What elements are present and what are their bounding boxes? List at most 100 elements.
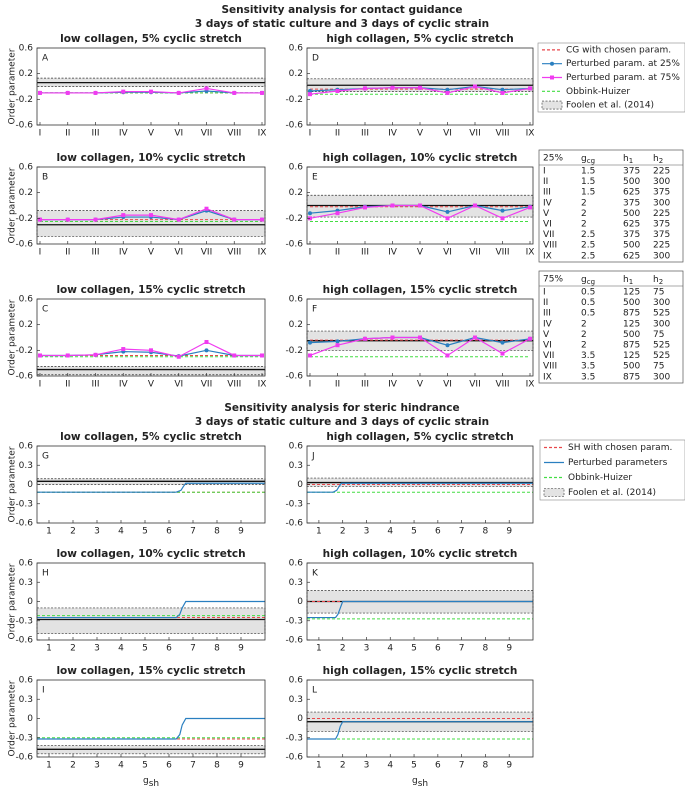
series-marker <box>232 217 237 222</box>
series-marker <box>473 84 477 89</box>
x-tick-label: II <box>335 248 340 258</box>
table-header-main: h <box>653 275 659 285</box>
table-cell: VII <box>543 230 554 240</box>
table-cell: VII <box>543 351 554 361</box>
y-tick-label: -0.6 <box>285 753 303 763</box>
x-tick-label: 5 <box>142 644 148 654</box>
x-tick-label: VI <box>174 129 183 139</box>
table-cell: 2 <box>581 319 587 329</box>
table-cell: 375 <box>653 188 670 198</box>
series-marker <box>176 217 181 222</box>
x-tick-label: IV <box>388 380 398 390</box>
legend-label: Perturbed param. at 25% <box>566 59 680 69</box>
table-cell: 525 <box>653 341 670 351</box>
series-marker <box>363 86 367 91</box>
table-cell: 2 <box>581 198 587 208</box>
table-cell: II <box>543 177 548 187</box>
table-cell: 500 <box>623 177 640 187</box>
series-marker <box>500 90 505 95</box>
x-tick-label: VII <box>201 129 212 139</box>
panel-label: F <box>312 305 317 315</box>
y-tick-label: 0.6 <box>289 442 304 452</box>
series-marker <box>473 203 477 208</box>
x-tick-label: II <box>65 129 70 139</box>
table-cell: 525 <box>653 351 670 361</box>
series-marker <box>335 343 340 348</box>
series-marker <box>528 86 532 91</box>
x-tick-label: III <box>361 129 369 139</box>
y-tick-label: -0.6 <box>15 519 33 529</box>
x-tick-label: II <box>65 380 70 390</box>
legend-band <box>541 100 563 110</box>
table-cell: 300 <box>653 372 670 382</box>
section-title: Sensitivity analysis for steric hindranc… <box>224 402 459 414</box>
x-tick-label: I <box>39 380 42 390</box>
table-header: h2 <box>653 154 663 166</box>
x-tick-label: 3 <box>94 644 100 654</box>
series-marker <box>308 92 312 97</box>
x-tick-label: 7 <box>459 527 465 537</box>
y-tick-label: 0.6 <box>289 676 304 686</box>
series-marker <box>149 213 153 218</box>
x-tick-label: VIII <box>227 248 241 258</box>
table-cell: 1.5 <box>581 167 595 177</box>
y-tick-label: 0.3 <box>289 461 303 471</box>
panel-label: H <box>42 569 49 579</box>
section-subtitle: 3 days of static culture and 3 days of c… <box>195 18 489 30</box>
series-marker <box>204 348 209 353</box>
x-tick-label: 7 <box>190 644 196 654</box>
x-tick-label: 8 <box>483 644 489 654</box>
x-tick-label: 8 <box>483 527 489 537</box>
series-marker <box>418 335 422 340</box>
x-tick-label: IV <box>388 129 398 139</box>
x-tick-label: 9 <box>506 761 512 771</box>
table-cell: 375 <box>653 230 670 240</box>
x-tick-label: 2 <box>70 644 76 654</box>
legend-label: Obbink-Huizer <box>568 473 632 483</box>
x-tick-label: 7 <box>459 644 465 654</box>
table-cell: 300 <box>653 298 670 308</box>
y-tick-label: -0.3 <box>15 733 33 743</box>
chart-title: low collagen, 10% cyclic stretch <box>56 548 245 560</box>
x-tick-label: 1 <box>46 644 52 654</box>
y-axis-label: Order parameter <box>8 563 18 639</box>
x-tick-label: 3 <box>364 644 370 654</box>
x-tick-label: II <box>335 380 340 390</box>
series-marker <box>204 86 209 91</box>
x-axis-label-sub: sh <box>149 779 159 789</box>
chart-title: high collagen, 15% cyclic stretch <box>323 284 518 296</box>
chart-title: high collagen, 5% cyclic stretch <box>326 431 513 443</box>
x-tick-label: 9 <box>506 527 512 537</box>
series-marker <box>445 209 450 214</box>
table-cell: IV <box>543 198 553 208</box>
table-cell: 500 <box>623 241 640 251</box>
table-cell: 75 <box>653 330 664 340</box>
x-tick-label: I <box>309 129 312 139</box>
x-tick-label: 1 <box>46 761 52 771</box>
x-tick-label: VII <box>469 380 480 390</box>
x-tick-label: V <box>417 129 424 139</box>
series-marker <box>390 335 395 340</box>
series-marker <box>308 88 312 93</box>
y-axis-label: Order parameter <box>8 446 18 522</box>
legend-marker <box>550 61 554 66</box>
series-marker <box>121 347 126 352</box>
x-tick-label: VI <box>443 129 452 139</box>
table-cell: IX <box>543 251 552 261</box>
x-axis-label-sub: sh <box>418 779 428 789</box>
x-tick-label: I <box>309 248 312 258</box>
y-tick-label: -0.6 <box>15 121 33 131</box>
table-cell: 875 <box>623 372 640 382</box>
chart-title: high collagen, 10% cyclic stretch <box>323 548 518 560</box>
x-tick-label: 7 <box>190 761 196 771</box>
series-marker <box>445 353 450 358</box>
y-tick-label: 0.6 <box>19 44 34 54</box>
y-tick-label: 0 <box>27 597 33 607</box>
table-cell: 375 <box>653 220 670 230</box>
series-marker <box>65 217 70 222</box>
x-tick-label: II <box>335 129 340 139</box>
series-marker <box>93 90 98 95</box>
y-tick-label: 0.3 <box>19 461 33 471</box>
table-header: h1 <box>623 154 633 166</box>
